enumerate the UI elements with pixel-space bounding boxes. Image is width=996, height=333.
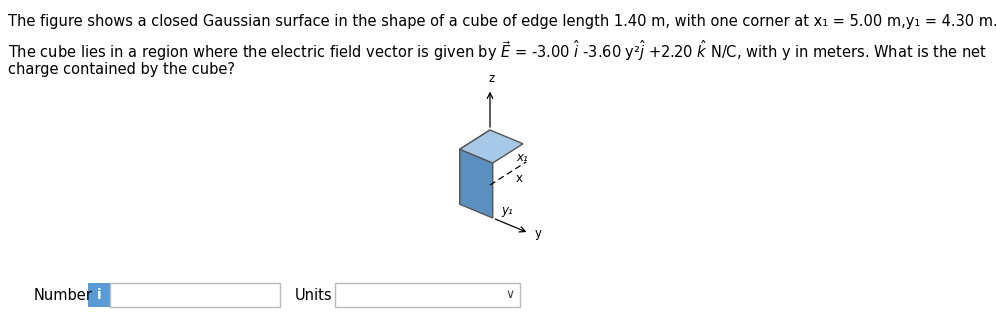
FancyBboxPatch shape xyxy=(335,283,520,307)
Text: Number: Number xyxy=(34,288,93,303)
Text: z: z xyxy=(489,72,495,85)
Polygon shape xyxy=(460,149,493,218)
FancyBboxPatch shape xyxy=(88,283,110,307)
Text: i: i xyxy=(97,288,102,302)
Text: ∨: ∨ xyxy=(505,288,515,301)
Text: charge contained by the cube?: charge contained by the cube? xyxy=(8,62,235,77)
Polygon shape xyxy=(460,130,523,163)
Text: The cube lies in a region where the electric field vector is given by $\vec{E}$ : The cube lies in a region where the elec… xyxy=(8,38,987,63)
Polygon shape xyxy=(460,130,490,204)
Text: y: y xyxy=(535,227,542,240)
Text: y₁: y₁ xyxy=(501,204,513,217)
Text: x₁: x₁ xyxy=(516,151,528,164)
Text: Units: Units xyxy=(295,288,333,303)
Text: x: x xyxy=(515,172,522,185)
FancyBboxPatch shape xyxy=(110,283,280,307)
Text: The figure shows a closed Gaussian surface in the shape of a cube of edge length: The figure shows a closed Gaussian surfa… xyxy=(8,14,996,29)
